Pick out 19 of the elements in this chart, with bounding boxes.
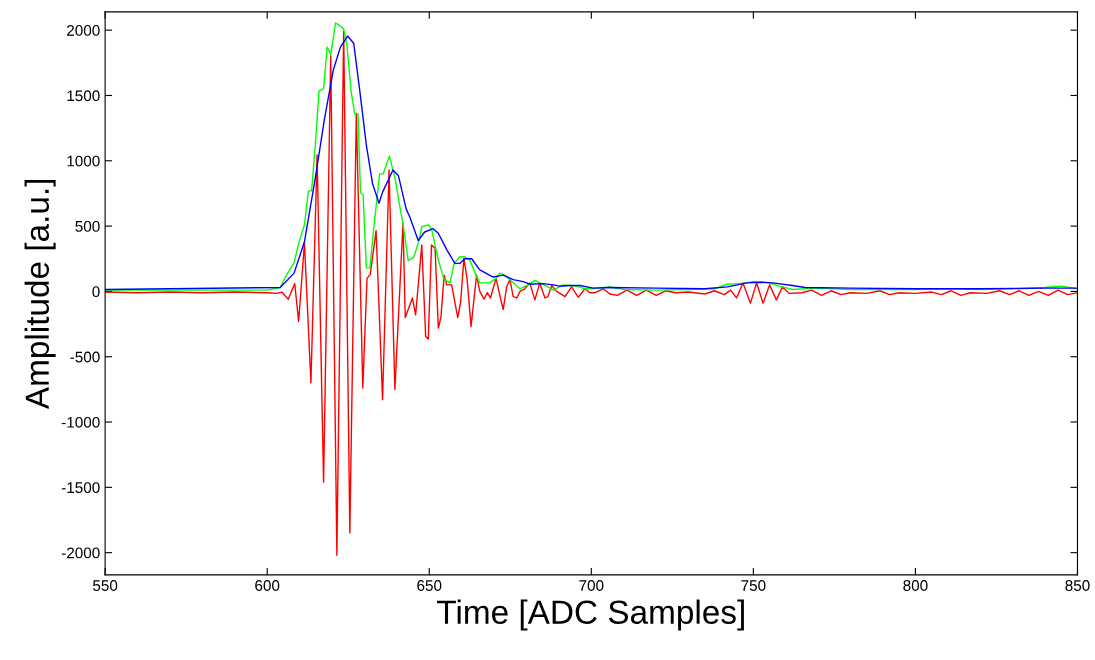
x-axis-title: Time [ADC Samples] [437, 599, 744, 631]
x-tick-label: 700 [579, 580, 604, 591]
y-tick-label: 0 [92, 286, 100, 298]
y-tick-label: 1000 [67, 155, 100, 167]
x-tick-label: 750 [741, 580, 766, 591]
x-tick-label: 850 [1065, 580, 1090, 591]
y-tick-label: -1500 [61, 482, 100, 494]
y-tick-label: 500 [75, 220, 100, 232]
x-tick-label: 650 [417, 580, 442, 591]
x-tick-label: 800 [903, 580, 928, 591]
x-tick-label: 550 [92, 580, 118, 591]
y-axis-title: Amplitude [a.u.] [24, 179, 56, 410]
y-tick-label: -1000 [61, 416, 100, 428]
y-tick-label: 1500 [67, 90, 100, 102]
line-series [105, 30, 1078, 556]
y-tick-label: -2000 [61, 547, 100, 559]
y-tick-label: -500 [70, 351, 100, 363]
y-tick-label: 2000 [67, 25, 100, 36]
x-tick-label: 600 [255, 580, 280, 591]
